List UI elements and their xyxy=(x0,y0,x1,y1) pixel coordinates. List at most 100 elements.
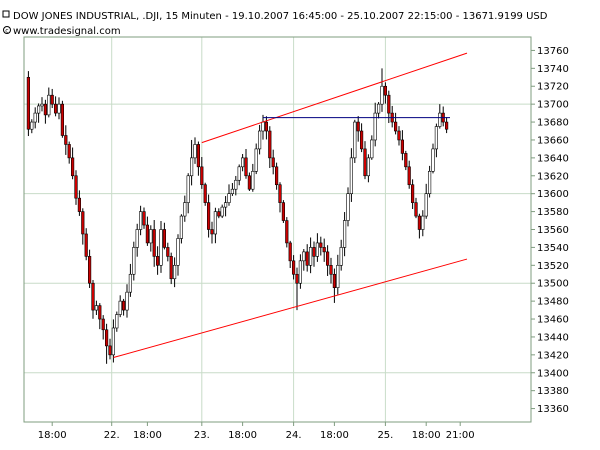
candle-body xyxy=(424,193,428,217)
x-tick-label: 18:00 xyxy=(412,430,441,441)
candle-body xyxy=(207,202,211,230)
candle-body xyxy=(410,184,415,203)
candle-body xyxy=(156,256,160,266)
candle-body xyxy=(88,256,92,284)
candle-body xyxy=(118,300,122,315)
candle-body xyxy=(383,85,388,96)
y-tick-label: 13460 xyxy=(537,315,569,326)
candle-body xyxy=(268,130,272,159)
candle-body xyxy=(94,305,98,311)
candle-body xyxy=(319,242,323,248)
candle-body xyxy=(407,166,411,186)
candle-body xyxy=(40,103,44,107)
candle-body xyxy=(227,193,231,203)
candle-body xyxy=(186,175,190,203)
candle-body xyxy=(217,211,221,217)
candle-body xyxy=(414,202,418,217)
y-tick-label: 13680 xyxy=(537,118,569,129)
lower-channel-line xyxy=(113,258,468,359)
candle-body xyxy=(431,148,435,172)
candle-body xyxy=(30,121,34,130)
x-tick-label: 18:00 xyxy=(133,430,162,441)
candle-body xyxy=(241,157,245,168)
candle-body xyxy=(329,265,333,275)
candle-body xyxy=(349,157,354,194)
candle-body xyxy=(132,247,136,275)
candle-body xyxy=(142,211,146,226)
candle-body xyxy=(108,345,112,356)
candle-body xyxy=(400,139,405,154)
candle-body xyxy=(43,103,47,116)
y-tick-label: 13580 xyxy=(537,207,569,218)
candle-body xyxy=(332,273,337,288)
candle-body xyxy=(169,256,173,280)
candle-body xyxy=(421,215,425,230)
candle-body xyxy=(434,126,439,150)
candle-body xyxy=(356,121,360,132)
candle-body xyxy=(84,233,88,257)
candle-body xyxy=(254,148,258,172)
square-marker-icon xyxy=(2,10,10,18)
candle-body xyxy=(325,251,330,266)
candle-body xyxy=(193,144,197,159)
candle-body xyxy=(33,112,37,123)
candle-body xyxy=(346,193,350,221)
candle-body xyxy=(91,282,95,311)
candle-body xyxy=(77,197,81,212)
candle-body xyxy=(203,184,207,203)
candle-body xyxy=(322,247,326,253)
candle-body xyxy=(57,103,61,114)
candle-body xyxy=(291,260,296,275)
candle-body xyxy=(298,260,303,284)
chart-header: DOW JONES INDUSTRIAL, .DJI, 15 Minuten -… xyxy=(2,10,548,37)
candle-body xyxy=(64,135,68,145)
candle-body xyxy=(67,144,71,159)
candle-body xyxy=(353,121,357,159)
y-tick-label: 13660 xyxy=(537,135,569,146)
candle-body xyxy=(247,175,252,190)
candle-body xyxy=(111,327,115,356)
y-tick-label: 13560 xyxy=(537,225,569,236)
candle-body xyxy=(427,171,432,194)
y-tick-label: 13620 xyxy=(537,171,569,182)
candle-body xyxy=(285,220,289,244)
candle-body xyxy=(376,103,381,114)
candle-body xyxy=(370,139,374,159)
candle-body xyxy=(105,329,109,347)
candle-body xyxy=(115,314,119,329)
candle-body xyxy=(281,202,286,221)
y-tick-label: 13540 xyxy=(537,243,569,254)
x-axis: 18:00 22. 18:00 23. 18:00 24. 18:00 25. 18:00 21:… xyxy=(38,422,475,441)
candle-body xyxy=(380,85,384,105)
candle-body xyxy=(125,291,129,311)
y-tick-label: 13760 xyxy=(537,46,569,57)
y-tick-label: 13480 xyxy=(537,297,569,308)
candle-body xyxy=(200,166,204,186)
y-tick-label: 13600 xyxy=(537,189,569,200)
candle-body xyxy=(71,157,75,177)
candle-body xyxy=(36,105,41,114)
candle-body xyxy=(264,121,269,132)
x-tick-label: 24. xyxy=(286,430,302,441)
y-tick-label: 13420 xyxy=(537,350,569,361)
candle-body xyxy=(166,247,170,257)
candle-body xyxy=(213,211,218,235)
candle-body xyxy=(139,211,143,230)
candle-body xyxy=(176,238,180,266)
candle-body xyxy=(210,229,214,235)
candle-body xyxy=(363,148,367,177)
candle-body xyxy=(366,157,371,177)
candle-body xyxy=(339,247,343,266)
candle-body xyxy=(244,157,248,177)
candle-body xyxy=(251,171,255,190)
candle-body xyxy=(159,229,163,266)
candle-body xyxy=(60,103,64,136)
candle-body xyxy=(234,179,238,190)
chart-source: www.tradesignal.com xyxy=(13,26,121,37)
candle-body xyxy=(438,112,442,127)
x-tick-label: 23. xyxy=(194,430,210,441)
x-tick-label: 18:00 xyxy=(228,430,257,441)
candle-body xyxy=(373,112,377,141)
candle-body xyxy=(315,242,320,257)
x-tick-label: 21:00 xyxy=(446,430,475,441)
